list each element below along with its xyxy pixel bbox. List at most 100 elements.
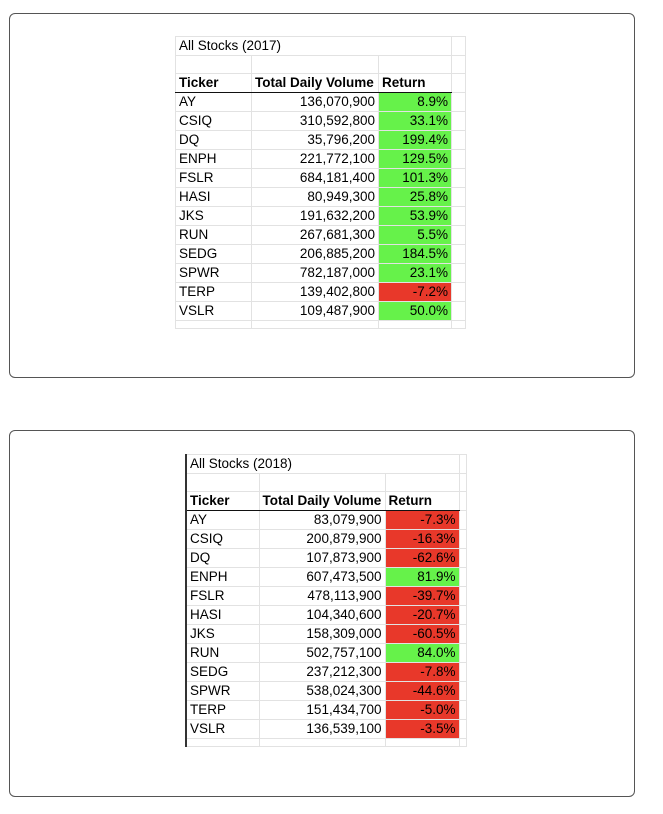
table-row: ENPH 221,772,100 129.5% — [175, 149, 466, 169]
table-row: SEDG 206,885,200 184.5% — [175, 244, 466, 264]
ticker-cell: SEDG — [185, 662, 260, 682]
return-cell: 23.1% — [378, 263, 452, 283]
ticker-cell: FSLR — [175, 168, 252, 188]
table-row: TERP 151,434,700 -5.0% — [185, 700, 467, 720]
volume-cell: 267,681,300 — [251, 225, 379, 245]
header-return: Return — [378, 73, 452, 93]
table-row: FSLR 478,113,900 -39.7% — [185, 586, 467, 606]
table-row: HASI 80,949,300 25.8% — [175, 187, 466, 207]
stocks-2017-card: All Stocks (2017) Ticker Total Daily Vol… — [9, 13, 635, 378]
return-cell: 33.1% — [378, 111, 452, 131]
table-row: AY 136,070,900 8.9% — [175, 92, 466, 112]
volume-cell: 139,402,800 — [251, 282, 379, 302]
ticker-cell: SPWR — [185, 681, 260, 701]
return-cell: -44.6% — [384, 681, 460, 701]
return-cell: -7.3% — [384, 510, 460, 530]
ticker-cell: AY — [175, 92, 252, 112]
volume-cell: 104,340,600 — [258, 605, 386, 625]
table-row: RUN 502,757,100 84.0% — [185, 643, 467, 663]
return-cell: -16.3% — [384, 529, 460, 549]
return-cell: -7.8% — [384, 662, 460, 682]
volume-cell: 191,632,200 — [251, 206, 379, 226]
ticker-cell: JKS — [185, 624, 260, 644]
return-cell: -3.5% — [384, 719, 460, 739]
volume-cell: 206,885,200 — [251, 244, 379, 264]
ticker-cell: CSIQ — [185, 529, 260, 549]
volume-cell: 158,309,000 — [258, 624, 386, 644]
volume-cell: 80,949,300 — [251, 187, 379, 207]
volume-cell: 684,181,400 — [251, 168, 379, 188]
stocks-2018-table: All Stocks (2018) Ticker Total Daily Vol… — [185, 454, 467, 747]
table-row: HASI 104,340,600 -20.7% — [185, 605, 467, 625]
volume-cell: 310,592,800 — [251, 111, 379, 131]
return-cell: 50.0% — [378, 301, 452, 321]
return-cell: -5.0% — [384, 700, 460, 720]
return-cell: 101.3% — [378, 168, 452, 188]
ticker-cell: VSLR — [185, 719, 260, 739]
table-row: SEDG 237,212,300 -7.8% — [185, 662, 467, 682]
table-row: JKS 191,632,200 53.9% — [175, 206, 466, 226]
ticker-cell: CSIQ — [175, 111, 252, 131]
volume-cell: 782,187,000 — [251, 263, 379, 283]
volume-cell: 221,772,100 — [251, 149, 379, 169]
ticker-cell: HASI — [185, 605, 260, 625]
ticker-cell: ENPH — [175, 149, 252, 169]
ticker-cell: HASI — [175, 187, 252, 207]
stocks-2018-card: All Stocks (2018) Ticker Total Daily Vol… — [9, 430, 635, 797]
table-title: All Stocks (2018) — [185, 454, 385, 474]
return-cell: 25.8% — [378, 187, 452, 207]
table-row: SPWR 538,024,300 -44.6% — [185, 681, 467, 701]
ticker-cell: TERP — [175, 282, 252, 302]
table-row: RUN 267,681,300 5.5% — [175, 225, 466, 245]
table-title: All Stocks (2017) — [175, 36, 379, 56]
volume-cell: 136,539,100 — [258, 719, 386, 739]
ticker-cell: SPWR — [175, 263, 252, 283]
header-volume: Total Daily Volume — [258, 491, 386, 511]
ticker-cell: VSLR — [175, 301, 252, 321]
volume-cell: 83,079,900 — [258, 510, 386, 530]
volume-cell: 607,473,500 — [258, 567, 386, 587]
stocks-2017-table: All Stocks (2017) Ticker Total Daily Vol… — [175, 36, 466, 329]
table-row: ENPH 607,473,500 81.9% — [185, 567, 467, 587]
ticker-cell: ENPH — [185, 567, 260, 587]
return-cell: 81.9% — [384, 567, 460, 587]
ticker-cell: FSLR — [185, 586, 260, 606]
return-cell: -39.7% — [384, 586, 460, 606]
volume-cell: 35,796,200 — [251, 130, 379, 150]
header-volume: Total Daily Volume — [251, 73, 379, 93]
volume-cell: 237,212,300 — [258, 662, 386, 682]
table-row: DQ 35,796,200 199.4% — [175, 130, 466, 150]
table-row: TERP 139,402,800 -7.2% — [175, 282, 466, 302]
volume-cell: 200,879,900 — [258, 529, 386, 549]
table-row: VSLR 136,539,100 -3.5% — [185, 719, 467, 739]
return-cell: 8.9% — [378, 92, 452, 112]
ticker-cell: JKS — [175, 206, 252, 226]
return-cell: 184.5% — [378, 244, 452, 264]
ticker-cell: DQ — [175, 130, 252, 150]
volume-cell: 107,873,900 — [258, 548, 386, 568]
table-row: SPWR 782,187,000 23.1% — [175, 263, 466, 283]
header-return: Return — [384, 491, 460, 511]
volume-cell: 502,757,100 — [258, 643, 386, 663]
table-row: CSIQ 200,879,900 -16.3% — [185, 529, 467, 549]
table-row: AY 83,079,900 -7.3% — [185, 510, 467, 530]
ticker-cell: TERP — [185, 700, 260, 720]
table-row: DQ 107,873,900 -62.6% — [185, 548, 467, 568]
volume-cell: 478,113,900 — [258, 586, 386, 606]
ticker-cell: RUN — [185, 643, 260, 663]
return-cell: -60.5% — [384, 624, 460, 644]
return-cell: -20.7% — [384, 605, 460, 625]
return-cell: 53.9% — [378, 206, 452, 226]
return-cell: 129.5% — [378, 149, 452, 169]
ticker-cell: RUN — [175, 225, 252, 245]
return-cell: 5.5% — [378, 225, 452, 245]
header-ticker: Ticker — [185, 491, 260, 511]
return-cell: -7.2% — [378, 282, 452, 302]
header-ticker: Ticker — [175, 73, 252, 93]
return-cell: -62.6% — [384, 548, 460, 568]
table-row: VSLR 109,487,900 50.0% — [175, 301, 466, 321]
table-row: CSIQ 310,592,800 33.1% — [175, 111, 466, 131]
table-row: JKS 158,309,000 -60.5% — [185, 624, 467, 644]
return-cell: 84.0% — [384, 643, 460, 663]
volume-cell: 538,024,300 — [258, 681, 386, 701]
